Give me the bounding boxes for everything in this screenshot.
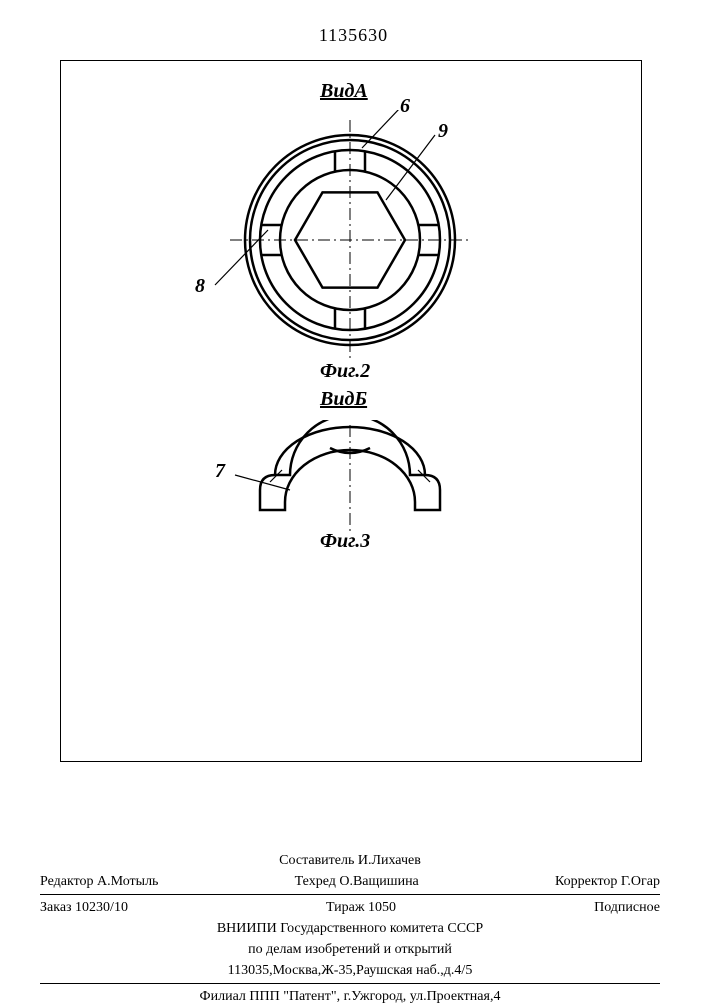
credits-block: Составитель И.Лихачев Редактор А.Мотыль … — [40, 850, 660, 1007]
figure-2 — [190, 110, 510, 370]
podpis: Подписное — [594, 897, 660, 918]
tech: Техред О.Ващишина — [295, 871, 419, 892]
compiler: Составитель И.Лихачев — [40, 850, 660, 871]
org1: ВНИИПИ Государственного комитета СССР — [40, 918, 660, 939]
ref-6: 6 — [400, 95, 410, 118]
figure-3 — [190, 420, 510, 540]
ref-9: 9 — [438, 120, 448, 143]
tirazh: Тираж 1050 — [326, 897, 396, 918]
order: Заказ 10230/10 — [40, 897, 128, 918]
org2: по делам изобретений и открытий — [40, 939, 660, 960]
view-b-label: ВидБ — [320, 388, 367, 411]
corrector: Корректор Г.Огар — [555, 871, 660, 892]
editor: Редактор А.Мотыль — [40, 871, 158, 892]
fig2-label: Фиг.2 — [320, 360, 370, 383]
fig3-label: Фиг.3 — [320, 530, 370, 553]
ref-8: 8 — [195, 275, 205, 298]
patent-number: 1135630 — [0, 25, 707, 46]
ref-7: 7 — [215, 460, 225, 483]
org3: Филиал ППП "Патент", г.Ужгород, ул.Проек… — [40, 986, 660, 1007]
addr1: 113035,Москва,Ж-35,Раушская наб.,д.4/5 — [40, 960, 660, 981]
view-a-label: ВидА — [320, 80, 368, 103]
